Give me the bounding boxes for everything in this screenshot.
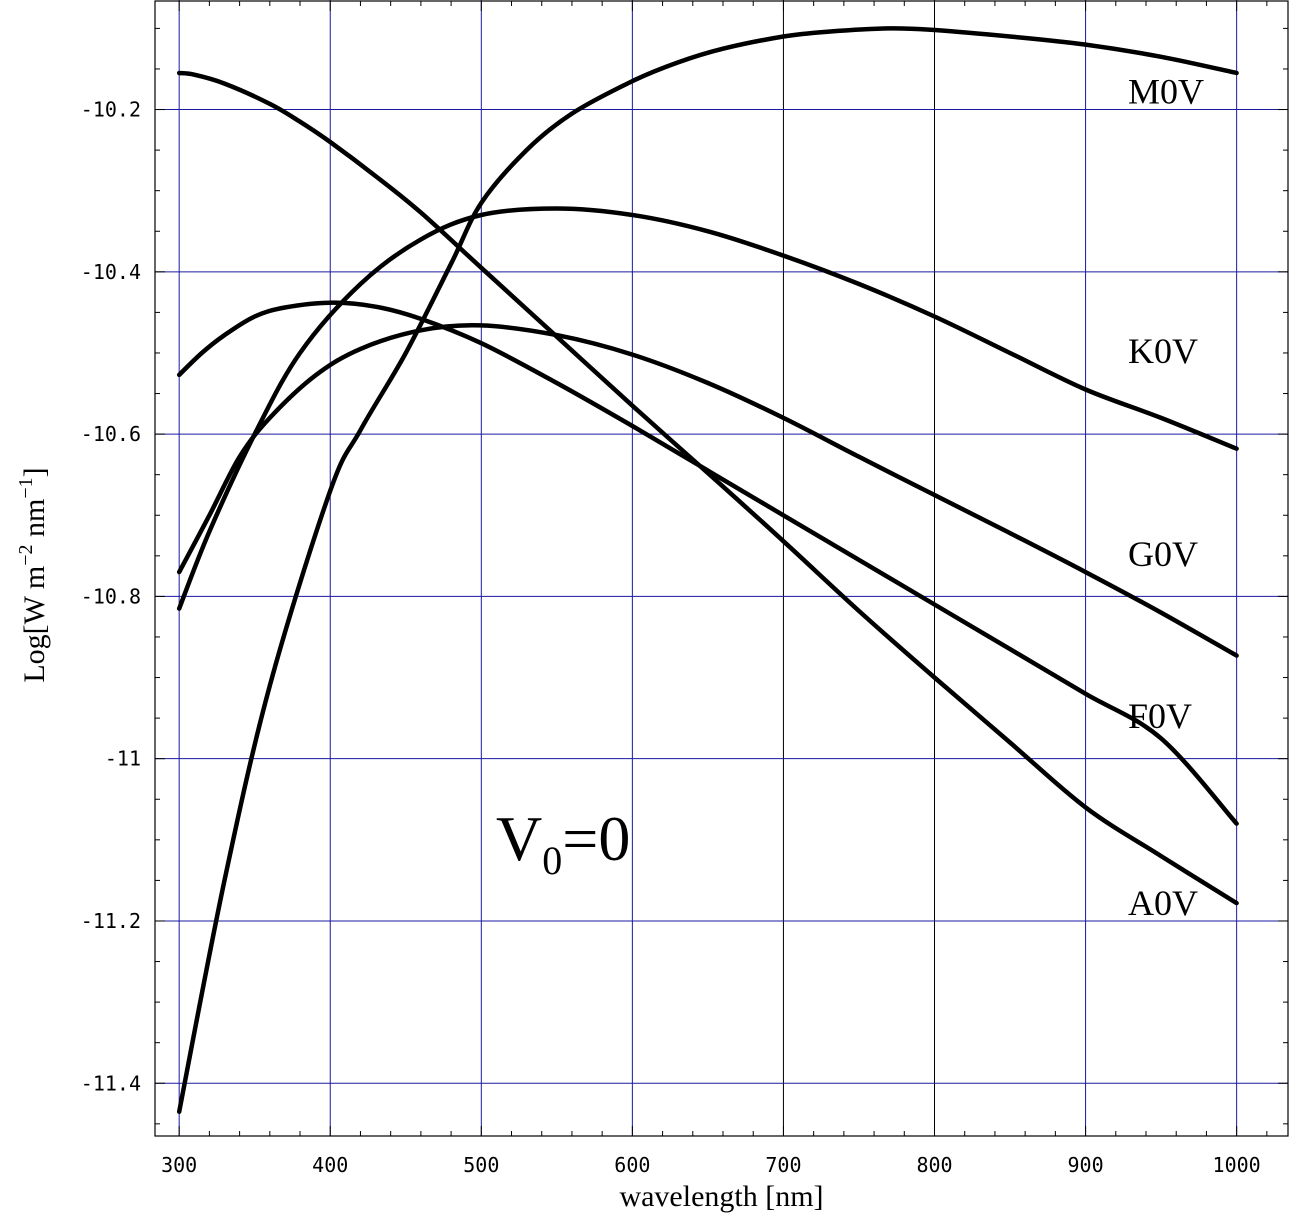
series-line-a0v: [176, 70, 1239, 906]
y-axis-title: Log[W m−2 nm−1]: [15, 467, 51, 682]
x-tick-label: 900: [1068, 1153, 1104, 1177]
series-label-f0v: F0V: [1128, 696, 1192, 736]
y-axis-title-exponent-2: −1: [15, 477, 37, 498]
y-tick-label: -10.8: [81, 584, 141, 608]
x-tick-label: 500: [463, 1153, 499, 1177]
plot-frame: [154, 0, 1289, 1137]
x-tick-label: 400: [312, 1153, 348, 1177]
x-tick-label: 600: [614, 1153, 650, 1177]
series-label-g0v: G0V: [1128, 534, 1198, 574]
v0-annotation: V0=0: [496, 803, 630, 883]
y-tick-label: -10.2: [81, 98, 141, 122]
annotation-equals-zero: =0: [562, 803, 630, 874]
axis-ticks: 300 400 500 600 700 800 900 1000 -10.2 -10.4 -10.6…: [81, 1, 1288, 1177]
y-axis-title-base: Log[W m: [18, 566, 51, 683]
y-axis-title-mid: nm: [18, 499, 51, 545]
x-tick-label: 1000: [1213, 1153, 1261, 1177]
series-label-k0v: K0V: [1128, 331, 1198, 371]
y-axis-title-exponent-1: −2: [15, 544, 37, 565]
annotation-v: V: [496, 803, 542, 874]
series-line-g0v: [176, 322, 1239, 658]
series-line-k0v: [176, 206, 1239, 611]
series-line-f0v: [176, 300, 1239, 826]
x-axis-title: wavelength [nm]: [619, 1180, 823, 1213]
y-tick-label: -11.2: [81, 909, 141, 933]
series-label-a0v: A0V: [1128, 883, 1198, 923]
annotation-subscript: 0: [542, 838, 562, 883]
series-label-m0v: M0V: [1128, 71, 1204, 111]
series-line-m0v: [176, 26, 1239, 1114]
y-tick-label: -10.4: [81, 260, 141, 284]
y-axis-title-end: ]: [18, 467, 51, 477]
series-lines: [176, 26, 1239, 1114]
x-tick-label: 700: [765, 1153, 801, 1177]
x-tick-label: 300: [161, 1153, 197, 1177]
x-tick-label: 800: [916, 1153, 952, 1177]
y-tick-label: -10.6: [81, 422, 141, 446]
series-labels: M0V K0V G0V F0V A0V: [1128, 71, 1204, 922]
grid-lines: [155, 0, 1288, 1136]
y-tick-label: -11: [105, 747, 141, 771]
y-tick-label: -11.4: [81, 1071, 141, 1095]
